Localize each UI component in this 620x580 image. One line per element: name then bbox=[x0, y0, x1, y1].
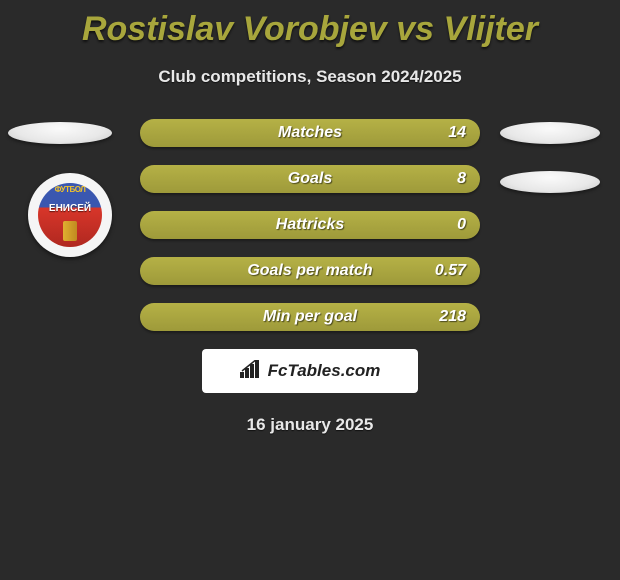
stat-row-hattricks: Hattricks 0 bbox=[140, 211, 480, 239]
club-badge: ФУТБОЛ ЕНИСЕЙ bbox=[28, 173, 112, 257]
page-title: Rostislav Vorobjev vs Vlijter bbox=[0, 0, 620, 49]
badge-top-text: ФУТБОЛ bbox=[55, 185, 86, 194]
stat-row-min-per-goal: Min per goal 218 bbox=[140, 303, 480, 331]
subtitle: Club competitions, Season 2024/2025 bbox=[0, 67, 620, 87]
comparison-area: ФУТБОЛ ЕНИСЕЙ Matches 14 Goals 8 Hattric… bbox=[0, 119, 620, 435]
branding-text: FcTables.com bbox=[268, 361, 381, 381]
stat-row-goals-per-match: Goals per match 0.57 bbox=[140, 257, 480, 285]
stat-rows: Matches 14 Goals 8 Hattricks 0 Goals per… bbox=[140, 119, 480, 331]
badge-main-text: ЕНИСЕЙ bbox=[38, 203, 102, 214]
stat-row-goals: Goals 8 bbox=[140, 165, 480, 193]
branding-box: FcTables.com bbox=[202, 349, 418, 393]
player-right-slot-mid-icon bbox=[500, 171, 600, 193]
club-badge-emblem-icon: ФУТБОЛ ЕНИСЕЙ bbox=[38, 183, 102, 247]
player-left-slot-icon bbox=[8, 122, 112, 144]
date-line: 16 january 2025 bbox=[0, 415, 620, 435]
stat-value: 0.57 bbox=[435, 262, 466, 280]
badge-torch-icon bbox=[63, 221, 77, 241]
stat-label: Min per goal bbox=[263, 308, 357, 326]
stat-row-matches: Matches 14 bbox=[140, 119, 480, 147]
stat-value: 14 bbox=[448, 124, 466, 142]
stat-label: Hattricks bbox=[276, 216, 344, 234]
bar-chart-icon bbox=[240, 360, 262, 383]
stat-label: Matches bbox=[278, 124, 342, 142]
player-right-slot-top-icon bbox=[500, 122, 600, 144]
stat-value: 8 bbox=[457, 170, 466, 188]
stat-label: Goals per match bbox=[247, 262, 372, 280]
stat-value: 218 bbox=[439, 308, 466, 326]
stat-label: Goals bbox=[288, 170, 332, 188]
stat-value: 0 bbox=[457, 216, 466, 234]
